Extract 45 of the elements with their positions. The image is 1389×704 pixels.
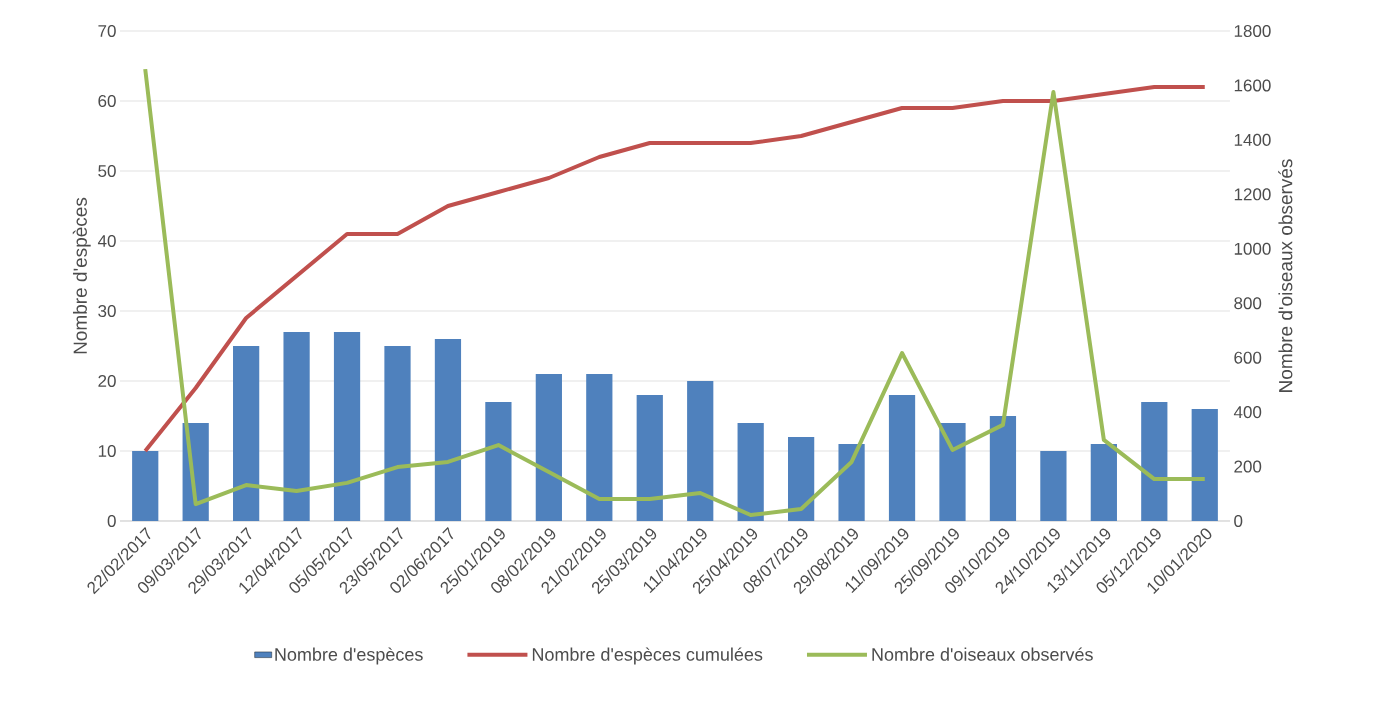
y2-tick-label: 1400	[1234, 133, 1271, 146]
bar	[132, 451, 159, 521]
y2-tick-label: 0	[1234, 514, 1243, 528]
y-tick-label: 70	[98, 24, 116, 38]
bar	[838, 444, 865, 521]
bar	[1090, 444, 1117, 521]
bar	[535, 374, 562, 521]
y-tick-label: 40	[97, 234, 116, 248]
bar	[283, 332, 310, 521]
y2-tick-label: 1800	[1234, 24, 1271, 38]
bar	[687, 381, 714, 521]
bar	[939, 423, 966, 521]
y-tick-label: 50	[98, 164, 116, 178]
y2-tick-label: 1000	[1234, 242, 1271, 255]
y2-tick-label: 1200	[1234, 188, 1271, 201]
y-axis-title: Nombre d'espèces	[72, 197, 91, 354]
bar	[233, 346, 260, 521]
y-tick-label: 60	[98, 94, 116, 108]
y2-tick-label: 600	[1234, 351, 1262, 364]
y2-tick-label: 800	[1234, 297, 1262, 310]
bar	[485, 402, 512, 521]
bar	[1040, 451, 1067, 521]
bar	[333, 332, 361, 521]
bar	[586, 374, 613, 521]
y2-tick-label: 400	[1233, 406, 1262, 419]
y2-tick-label: 200	[1234, 460, 1262, 473]
bar	[737, 423, 764, 521]
bar	[636, 395, 663, 521]
y-tick-label: 20	[98, 374, 116, 388]
bar	[788, 437, 815, 521]
y2-tick-label: 1600	[1234, 79, 1271, 92]
bar	[1191, 409, 1218, 521]
y-tick-label: 0	[107, 514, 116, 528]
bar	[1141, 402, 1168, 521]
y2-axis-title: Nombre d'oiseaux observés	[1278, 159, 1293, 392]
line-series	[143, 67, 1207, 518]
bar	[434, 339, 462, 521]
y-tick-label: 10	[98, 444, 116, 458]
legend-label: Nombre d'espèces cumulées	[532, 647, 763, 665]
bar	[989, 416, 1017, 521]
y-tick-label: 30	[98, 304, 116, 318]
bar	[888, 395, 916, 521]
legend-label: Nombre d'oiseaux observés	[872, 647, 1093, 661]
bar	[384, 346, 411, 521]
legend-label: Nombre d'espèces	[275, 647, 423, 665]
